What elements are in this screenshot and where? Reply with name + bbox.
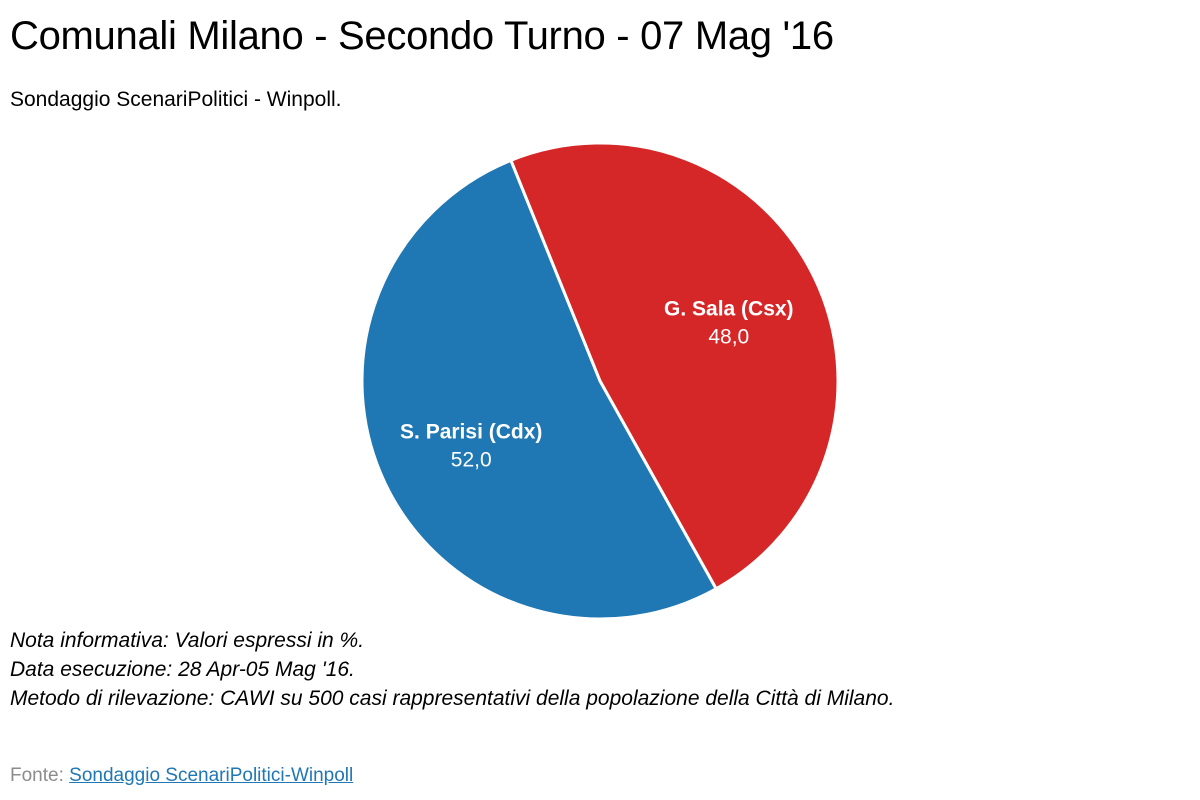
slice-value-2: 52,0 xyxy=(451,449,492,472)
source-line: Fonte: Sondaggio ScenariPolitici-Winpoll xyxy=(10,765,353,787)
note-info: Nota informativa: Valori espressi in %. xyxy=(10,629,365,652)
note-method: Metodo di rilevazione: CAWI su 500 casi … xyxy=(10,687,895,710)
source-prefix: Fonte: xyxy=(10,765,70,786)
chart-subtitle: Sondaggio ScenariPolitici - Winpoll. xyxy=(10,88,342,111)
slice-label-1: G. Sala (Csx) xyxy=(664,297,794,320)
pie-slice-2 xyxy=(360,158,718,621)
source-link[interactable]: Sondaggio ScenariPolitici-Winpoll xyxy=(69,765,354,786)
note-date: Data esecuzione: 28 Apr-05 Mag '16. xyxy=(10,658,355,681)
pie-slice-1 xyxy=(509,141,840,591)
slice-label-2: S. Parisi (Cdx) xyxy=(400,421,542,444)
notes-block: Nota informativa: Valori espressi in %. … xyxy=(10,626,894,713)
slice-value-1: 48,0 xyxy=(708,325,749,348)
chart-title: Comunali Milano - Secondo Turno - 07 Mag… xyxy=(10,14,834,58)
